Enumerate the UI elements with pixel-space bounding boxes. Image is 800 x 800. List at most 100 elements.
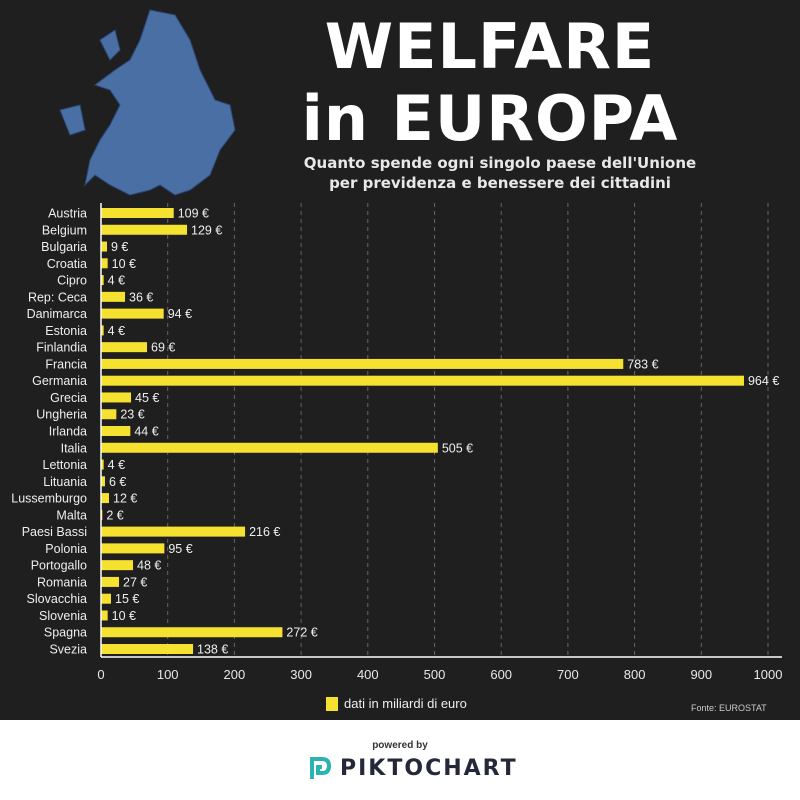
category-label: Finlandia bbox=[36, 341, 87, 355]
category-label: Danimarca bbox=[27, 307, 87, 321]
title-line-1: WELFARE bbox=[324, 10, 656, 83]
bar bbox=[101, 308, 164, 319]
x-tick-label: 400 bbox=[357, 667, 379, 682]
data-label: 10 € bbox=[112, 609, 136, 623]
data-label: 36 € bbox=[129, 290, 153, 304]
data-label: 9 € bbox=[111, 240, 128, 254]
category-label: Romania bbox=[37, 575, 87, 589]
title-line-2: in EUROPA bbox=[301, 82, 679, 155]
bar bbox=[101, 325, 104, 336]
category-label: Austria bbox=[48, 207, 87, 221]
category-label: Lettonia bbox=[43, 458, 88, 472]
bar bbox=[101, 275, 104, 286]
x-tick-label: 500 bbox=[424, 667, 446, 682]
x-tick-label: 600 bbox=[490, 667, 512, 682]
bar bbox=[101, 291, 126, 302]
x-tick-label: 200 bbox=[224, 667, 246, 682]
data-label: 23 € bbox=[120, 408, 144, 422]
data-label: 964 € bbox=[748, 374, 779, 388]
category-label: Germania bbox=[32, 374, 87, 388]
category-label: Malta bbox=[56, 508, 87, 522]
x-tick-label: 700 bbox=[557, 667, 579, 682]
bar bbox=[101, 476, 106, 487]
category-label: Spagna bbox=[44, 626, 87, 640]
x-tick-label: 900 bbox=[690, 667, 712, 682]
data-label: 45 € bbox=[135, 391, 159, 405]
category-label: Portogallo bbox=[31, 559, 87, 573]
bar bbox=[101, 375, 744, 386]
subtitle-line-1: Quanto spende ogni singolo paese dell'Un… bbox=[303, 154, 697, 172]
category-label: Paesi Bassi bbox=[22, 525, 87, 539]
data-label: 94 € bbox=[168, 307, 192, 321]
data-label: 48 € bbox=[137, 559, 161, 573]
category-label: Croatia bbox=[47, 257, 87, 271]
bar bbox=[101, 543, 165, 554]
legend-swatch bbox=[326, 696, 338, 711]
category-label: Bulgaria bbox=[41, 240, 87, 254]
bar bbox=[101, 208, 174, 218]
data-label: 129 € bbox=[191, 223, 222, 237]
category-label: Irlanda bbox=[49, 425, 87, 439]
subtitle-line-2: per previdenza e benessere dei cittadini bbox=[329, 174, 671, 192]
data-label: 138 € bbox=[197, 643, 228, 657]
bar bbox=[101, 426, 131, 436]
category-label: Lussemburgo bbox=[11, 492, 87, 506]
data-label: 27 € bbox=[123, 575, 147, 589]
data-label: 109 € bbox=[178, 207, 209, 221]
category-label: Francia bbox=[45, 357, 87, 371]
bar bbox=[101, 526, 246, 537]
bar bbox=[101, 610, 108, 621]
data-label: 4 € bbox=[108, 458, 125, 472]
category-label: Svezia bbox=[49, 643, 87, 657]
legend-label: dati in miliardi di euro bbox=[344, 696, 467, 711]
data-label: 6 € bbox=[109, 475, 126, 489]
powered-by: powered by bbox=[372, 740, 428, 751]
data-label: 44 € bbox=[134, 425, 158, 439]
data-label: 272 € bbox=[286, 626, 317, 640]
data-label: 505 € bbox=[442, 441, 473, 455]
data-label: 216 € bbox=[249, 525, 280, 539]
bar bbox=[101, 459, 104, 470]
legend: dati in miliardi di euro bbox=[326, 696, 467, 711]
bar bbox=[101, 241, 108, 252]
data-label: 4 € bbox=[108, 324, 125, 338]
piktochart-logo[interactable]: PIKTOCHART bbox=[308, 755, 518, 781]
bar-chart: 0 100 200 300 400 500 600 700 800 900 1000 Austria 1… bbox=[11, 203, 783, 682]
data-label: 4 € bbox=[108, 274, 125, 288]
bar bbox=[101, 224, 188, 235]
category-label: Cipro bbox=[57, 274, 87, 288]
x-tick-label: 1000 bbox=[754, 667, 783, 682]
bar bbox=[101, 627, 283, 638]
category-label: Grecia bbox=[50, 391, 87, 405]
subtitle: Quanto spende ogni singolo paese dell'Un… bbox=[280, 153, 720, 193]
data-label: 2 € bbox=[106, 508, 123, 522]
bar bbox=[101, 576, 120, 587]
category-label: Lituania bbox=[43, 475, 87, 489]
bar bbox=[101, 644, 194, 654]
x-tick-label: 0 bbox=[97, 667, 104, 682]
data-label: 15 € bbox=[115, 592, 139, 606]
bar bbox=[101, 358, 624, 369]
bar bbox=[101, 493, 110, 504]
x-tick-label: 100 bbox=[157, 667, 179, 682]
category-label: Italia bbox=[61, 441, 87, 455]
europe-map-icon bbox=[59, 9, 236, 196]
bar bbox=[101, 258, 108, 269]
bar bbox=[101, 560, 134, 571]
category-label: Rep: Ceca bbox=[28, 290, 87, 304]
bar bbox=[101, 593, 112, 604]
bar bbox=[101, 442, 438, 453]
bar bbox=[101, 409, 117, 420]
bar bbox=[101, 342, 148, 353]
data-label: 69 € bbox=[151, 341, 175, 355]
category-label: Ungheria bbox=[36, 408, 87, 422]
data-label: 12 € bbox=[113, 492, 137, 506]
category-label: Slovenia bbox=[39, 609, 87, 623]
brand-name: PIKTOCHART bbox=[340, 755, 518, 781]
category-label: Belgium bbox=[42, 223, 87, 237]
piktochart-logo-icon bbox=[310, 757, 332, 779]
data-label: 783 € bbox=[627, 357, 658, 371]
source-note: Fonte: EUROSTAT bbox=[691, 703, 767, 713]
x-tick-label: 300 bbox=[290, 667, 312, 682]
x-tick-label: 800 bbox=[624, 667, 646, 682]
